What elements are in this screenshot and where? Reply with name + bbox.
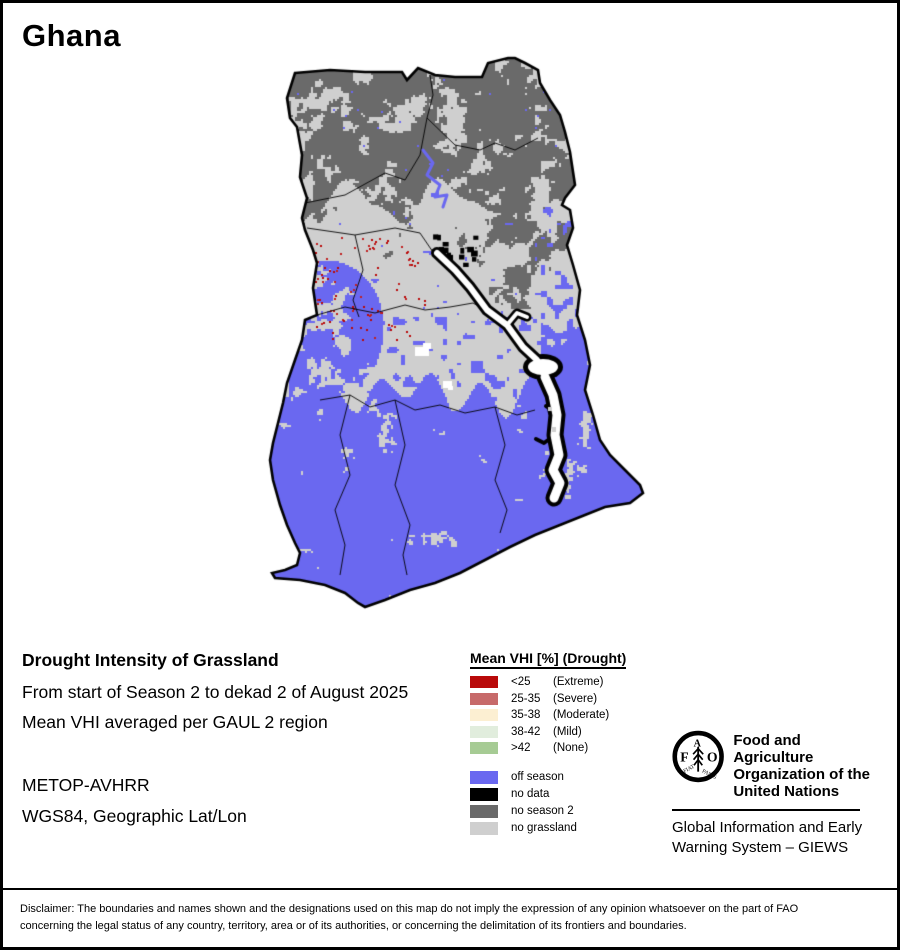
legend-row: no data <box>470 786 670 803</box>
legend-swatch <box>470 725 498 738</box>
fao-logo-icon: F O A FIAT PANIS <box>672 730 724 783</box>
ghana-drought-map <box>255 55 665 635</box>
legend-season-classes: off season no data no season 2 no grassland <box>470 769 670 837</box>
svg-text:O: O <box>707 750 718 765</box>
legend-drought-classes: <25 (Extreme) 25-35 (Severe) 35-38 (Moderate)… <box>470 674 670 757</box>
fao-divider <box>672 809 860 811</box>
legend-range: >42 <box>511 742 531 755</box>
legend-swatch <box>470 709 498 722</box>
legend-swatch <box>470 692 498 705</box>
legend-row: 35-38 (Moderate) <box>470 707 670 724</box>
aggregation-line: Mean VHI averaged per GAUL 2 region <box>22 712 328 732</box>
map-subtitle: Drought Intensity of Grassland <box>22 650 279 670</box>
page-title: Ghana <box>22 18 121 53</box>
legend-label: (Severe) <box>553 692 598 705</box>
legend-row: 38-42 (Mild) <box>470 724 670 741</box>
legend-range: <25 <box>511 676 531 689</box>
legend-range: 25-35 <box>511 692 541 705</box>
svg-text:FIAT: FIAT <box>683 764 697 775</box>
legend-swatch <box>470 742 498 755</box>
legend-label: no season 2 <box>511 805 574 817</box>
period-line: From start of Season 2 to dekad 2 of Aug… <box>22 682 409 702</box>
legend-swatch <box>470 676 498 689</box>
legend-label: no data <box>511 788 550 800</box>
legend-label: (Mild) <box>553 725 582 738</box>
legend-title: Mean VHI [%] (Drought) <box>470 650 627 669</box>
legend-row: <25 (Extreme) <box>470 674 670 691</box>
giews-name: Global Information and Early Warning Sys… <box>672 819 863 856</box>
legend-swatch <box>470 787 498 801</box>
sensor-line: METOP-AVHRR <box>22 775 150 795</box>
legend-swatch <box>470 804 498 818</box>
legend-row: off season <box>470 769 670 786</box>
legend-label: no grassland <box>511 822 577 834</box>
legend-range: 35-38 <box>511 709 541 722</box>
svg-text:F: F <box>680 750 688 765</box>
legend-row: 25-35 (Severe) <box>470 691 670 708</box>
legend-label: (Moderate) <box>553 709 610 722</box>
projection-line: WGS84, Geographic Lat/Lon <box>22 806 247 826</box>
legend-swatch <box>470 770 498 784</box>
legend: Mean VHI [%] (Drought) <25 (Extreme) 25-35… <box>470 650 670 837</box>
legend-row: >42 (None) <box>470 740 670 757</box>
legend-swatch <box>470 821 498 835</box>
fao-name: Food and Agriculture Organization of the… <box>733 732 870 800</box>
svg-text:A: A <box>694 738 702 749</box>
legend-label: off season <box>511 771 564 783</box>
fao-branding: F O A FIAT PANIS Food and Agriculture Or… <box>672 728 872 858</box>
disclaimer-divider <box>0 888 900 890</box>
legend-row: no grassland <box>470 820 670 837</box>
legend-row: no season 2 <box>470 803 670 820</box>
legend-label: (Extreme) <box>553 676 604 689</box>
disclaimer-text: Disclaimer: The boundaries and names sho… <box>20 903 799 932</box>
legend-label: (None) <box>553 742 589 755</box>
legend-range: 38-42 <box>511 725 541 738</box>
